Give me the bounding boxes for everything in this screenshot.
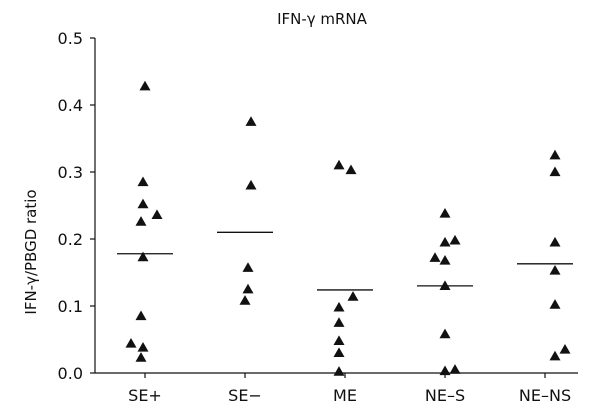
data-point-triangle	[439, 208, 451, 218]
x-tick-label: SE+	[128, 386, 162, 405]
data-point-triangle	[439, 365, 451, 376]
y-tick-label: 0.2	[58, 230, 83, 249]
y-tick-label: 0.3	[58, 163, 83, 182]
data-point-triangle	[333, 159, 345, 170]
data-point-triangle	[245, 179, 257, 190]
data-point-triangle	[137, 198, 149, 209]
data-point-triangle	[139, 80, 151, 91]
data-points	[125, 80, 571, 376]
data-point-triangle	[125, 338, 137, 348]
data-point-triangle	[333, 347, 345, 358]
median-lines	[117, 231, 573, 291]
data-point-triangle	[549, 236, 561, 247]
data-point-triangle	[439, 254, 451, 265]
data-point-triangle	[137, 342, 149, 352]
data-point-triangle	[135, 216, 147, 226]
data-point-triangle	[345, 164, 357, 175]
data-point-triangle	[151, 209, 163, 220]
data-point-triangle	[333, 301, 345, 312]
y-tick-label: 0.0	[58, 364, 83, 383]
data-point-triangle	[333, 317, 345, 327]
data-point-triangle	[239, 295, 251, 305]
x-tick-label: NE–NS	[519, 386, 571, 405]
data-point-triangle	[242, 283, 254, 294]
y-tick-label: 0.1	[58, 297, 83, 316]
y-tick-label: 0.5	[58, 29, 83, 48]
data-point-triangle	[135, 352, 147, 362]
data-point-triangle	[549, 299, 561, 309]
data-point-triangle	[439, 236, 451, 247]
y-tick-label: 0.4	[58, 96, 83, 115]
data-point-triangle	[333, 335, 345, 345]
data-point-triangle	[245, 116, 257, 126]
data-point-triangle	[449, 234, 461, 245]
data-point-triangle	[439, 280, 451, 291]
data-point-triangle	[242, 262, 254, 272]
x-tick-label: SE−	[228, 386, 262, 405]
data-point-triangle	[559, 344, 571, 354]
y-ticks: 0.0 0.1 0.2 0.3 0.4 0.5	[58, 29, 95, 383]
data-point-triangle	[549, 350, 561, 361]
data-point-triangle	[549, 264, 561, 275]
data-point-triangle	[439, 328, 451, 339]
data-point-triangle	[347, 291, 359, 301]
data-point-triangle	[137, 176, 149, 187]
x-ticks: SE+ SE− ME NE–S NE–NS	[128, 373, 571, 405]
data-point-triangle	[135, 310, 147, 321]
data-point-triangle	[549, 166, 561, 177]
data-point-triangle	[333, 366, 345, 376]
data-point-triangle	[449, 364, 461, 374]
data-point-triangle	[549, 149, 561, 160]
data-point-triangle	[429, 252, 441, 262]
chart-title: IFN-γ mRNA	[277, 10, 368, 28]
x-tick-label: ME	[333, 386, 357, 405]
y-axis-label: IFN-γ/PBGD ratio	[22, 189, 40, 314]
data-point-triangle	[137, 251, 149, 262]
x-tick-label: NE–S	[425, 386, 465, 405]
